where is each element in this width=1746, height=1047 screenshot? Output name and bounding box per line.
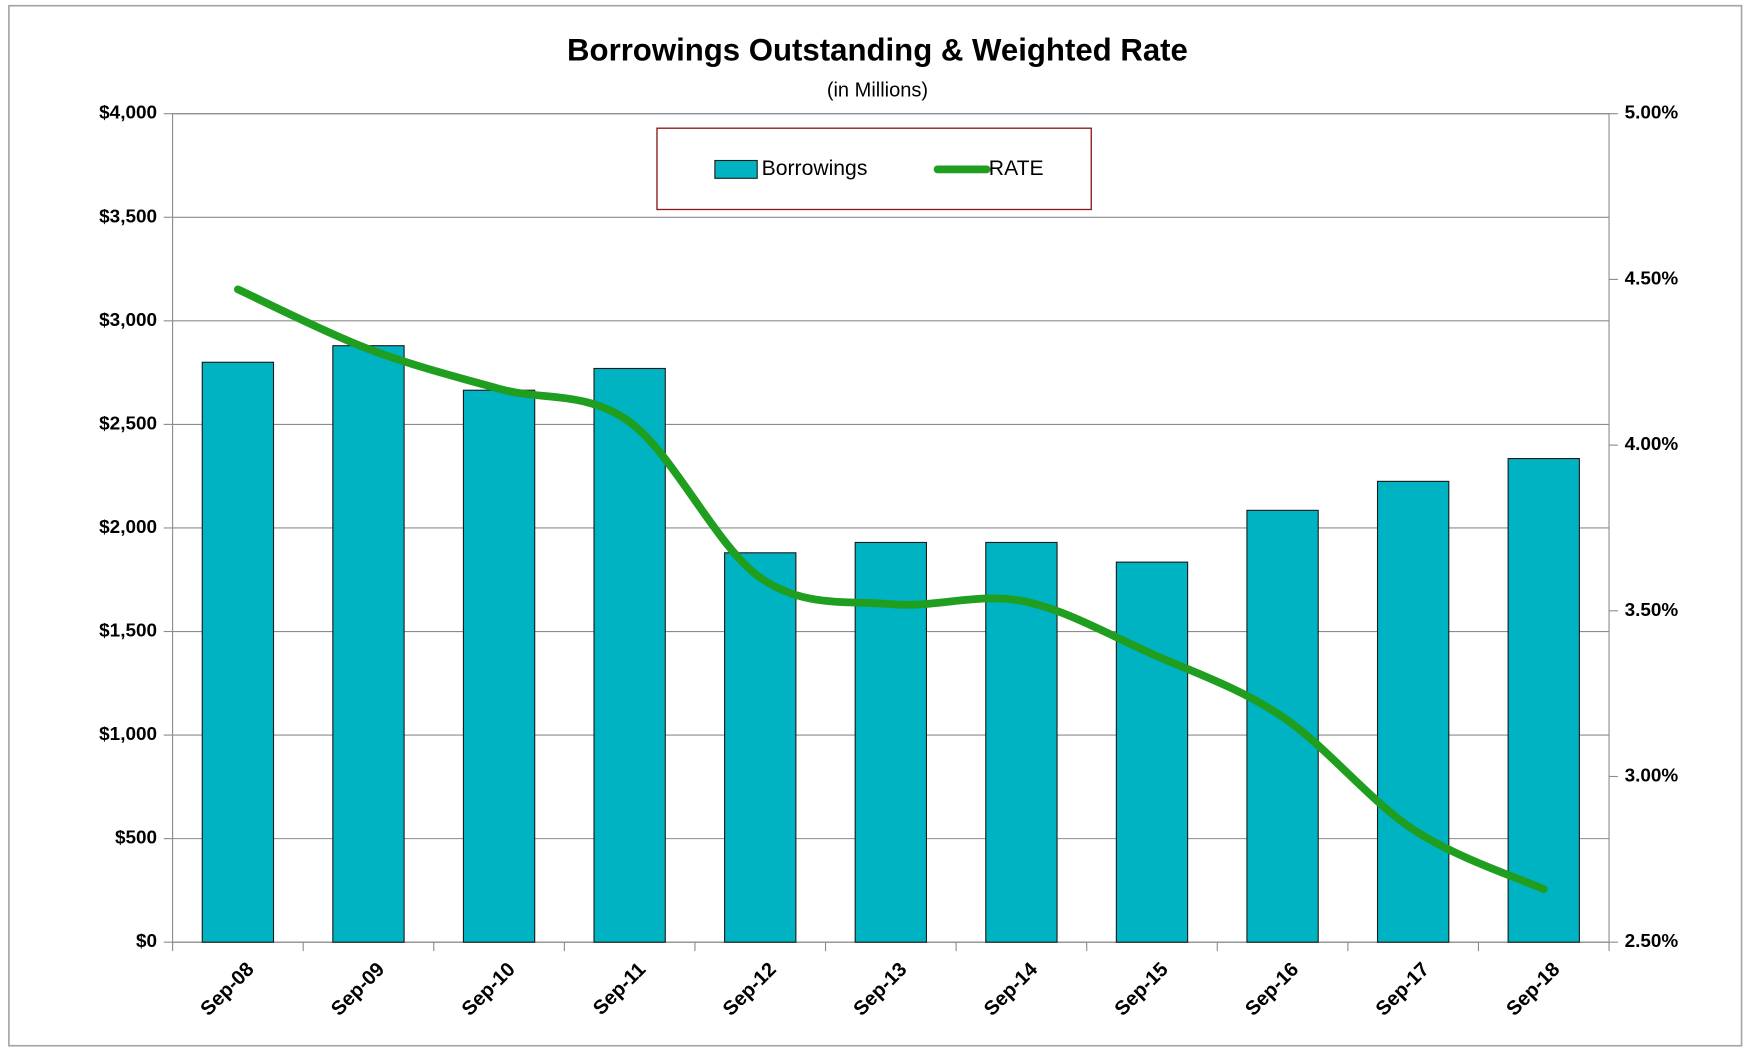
y-tick-label: $3,500 bbox=[99, 206, 157, 227]
bar bbox=[201, 361, 275, 943]
y-tick-label: $1,000 bbox=[99, 724, 157, 745]
bar bbox=[462, 389, 536, 943]
bar bbox=[1115, 561, 1189, 943]
y-tick-label: $3,000 bbox=[99, 310, 157, 331]
bar bbox=[332, 345, 405, 943]
bar bbox=[724, 552, 797, 943]
y-tick-label: $4,000 bbox=[99, 103, 157, 124]
legend-swatch bbox=[714, 159, 758, 179]
rate-line bbox=[233, 285, 1548, 894]
y-tick-label: $500 bbox=[115, 828, 157, 849]
bar bbox=[1507, 458, 1580, 943]
bar bbox=[593, 367, 666, 943]
y-tick-label: $2,000 bbox=[99, 517, 157, 538]
y2-tick-label: 5.00% bbox=[1625, 103, 1679, 124]
y2-tick-label: 3.50% bbox=[1625, 600, 1679, 621]
y-tick-label: $2,500 bbox=[99, 413, 157, 434]
bar bbox=[854, 541, 928, 943]
legend-label: RATE bbox=[989, 157, 1044, 180]
chart-title: Borrowings Outstanding & Weighted Rate bbox=[567, 33, 1188, 68]
y-tick-label: $1,500 bbox=[99, 621, 157, 642]
y-tick-label: $0 bbox=[136, 931, 157, 952]
bar bbox=[1246, 509, 1319, 943]
y2-tick-label: 2.50% bbox=[1625, 931, 1679, 952]
y2-tick-label: 4.00% bbox=[1625, 434, 1679, 455]
legend-label: Borrowings bbox=[762, 157, 868, 180]
chart-subtitle: (in Millions) bbox=[827, 80, 928, 102]
y2-tick-label: 4.50% bbox=[1625, 268, 1679, 289]
bar bbox=[1376, 480, 1450, 943]
y2-tick-label: 3.00% bbox=[1625, 765, 1679, 786]
